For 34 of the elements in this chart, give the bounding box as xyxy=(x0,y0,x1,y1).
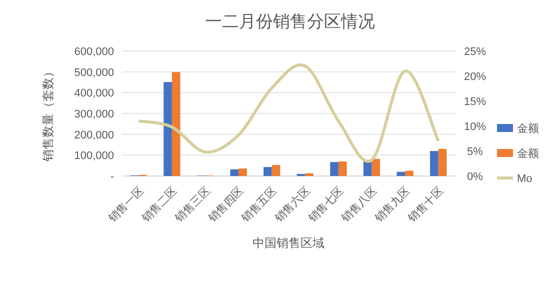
y-tick-label: 500,000 xyxy=(74,66,114,79)
bar xyxy=(172,72,180,176)
y2-tick-label: 20% xyxy=(464,71,486,83)
bar xyxy=(238,168,247,176)
y2-tick-label: 5% xyxy=(467,146,484,158)
bar xyxy=(372,158,380,176)
y2-tick-label: 0% xyxy=(467,171,484,183)
bar xyxy=(305,173,314,176)
y-tick-label: 200,000 xyxy=(74,129,114,142)
line-series xyxy=(137,63,440,162)
bar xyxy=(264,167,272,176)
y2-tick-label: 25% xyxy=(464,46,486,58)
y-tick-label: 300,000 xyxy=(74,108,114,120)
bar xyxy=(405,170,414,176)
y-tick-label: 100,000 xyxy=(74,150,114,162)
bar xyxy=(396,172,406,176)
y2-tick-label: 15% xyxy=(464,96,486,108)
bar xyxy=(438,148,447,176)
bar xyxy=(430,151,438,176)
y-tick-label: 600,000 xyxy=(74,46,114,58)
legend-label: 金额 xyxy=(517,122,539,135)
bar xyxy=(230,169,239,176)
bar xyxy=(338,161,347,176)
y2-tick-label: 10% xyxy=(464,121,486,133)
y-tick-label: 400,000 xyxy=(74,88,114,100)
legend-label: 金额 xyxy=(517,147,539,160)
chart-title: 一二月份销售分区情况 xyxy=(205,12,375,31)
y-tick-label: - xyxy=(110,171,114,183)
bar xyxy=(330,162,338,176)
bar xyxy=(164,82,172,176)
y-axis-title: 销售数量（套数） xyxy=(41,66,55,162)
bar xyxy=(272,164,280,176)
x-axis-title: 中国销售区域 xyxy=(252,236,324,250)
legend-label: Mo xyxy=(517,173,532,185)
